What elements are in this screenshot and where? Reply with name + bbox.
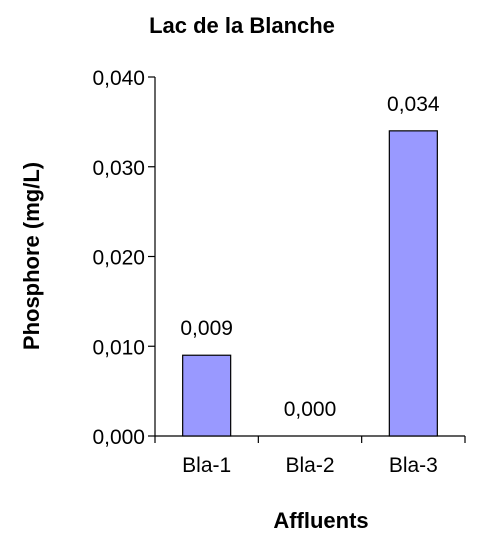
data-label: 0,009 (180, 317, 233, 340)
chart-title: Lac de la Blanche (149, 13, 335, 38)
bar-bla-1 (182, 354, 232, 437)
x-tick-label: Bla-2 (285, 454, 334, 477)
y-tick-label: 0,020 (92, 247, 145, 270)
data-label: 0,034 (387, 93, 440, 116)
y-tick-label: 0,040 (92, 67, 145, 90)
x-tick-label: Bla-3 (389, 454, 438, 477)
y-tick-label: 0,010 (92, 336, 145, 359)
x-tick-label: Bla-1 (182, 454, 231, 477)
y-axis-title: Phosphore (mg/L) (19, 162, 44, 350)
bar-bla-3 (388, 130, 438, 437)
data-label: 0,000 (284, 398, 337, 421)
y-tick-label: 0,030 (92, 157, 145, 180)
plot-area: 0,000 0,010 0,020 0,030 0,040 0,009 Bla-1 0,000… (92, 67, 466, 477)
x-axis-title: Affluents (273, 508, 368, 533)
y-tick-label: 0,000 (92, 426, 145, 449)
